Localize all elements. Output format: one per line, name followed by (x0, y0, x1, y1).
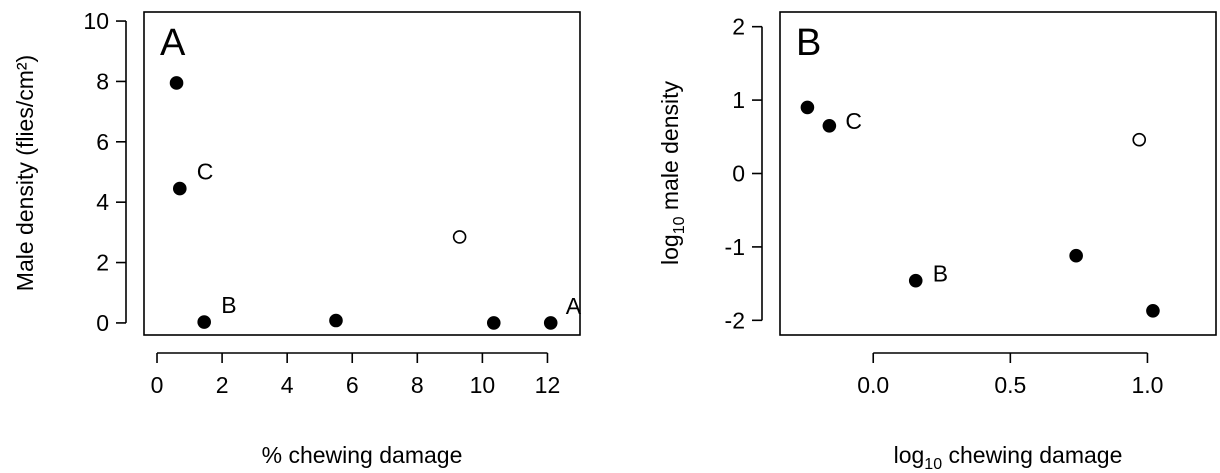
panel-b-y-tick-label: 0 (732, 161, 745, 187)
panel-b-x-tick-label: 0.5 (994, 372, 1026, 398)
panel-a-y-tick-label: 2 (96, 250, 109, 276)
panel-a-point-label: B (221, 292, 236, 318)
panel-a-point-filled (197, 315, 211, 329)
panel-a-point-filled (169, 76, 184, 90)
panel-a-x-axis: 0 2 4 6 8 10 12 (151, 352, 561, 398)
panel-b-y-title-log: log (657, 234, 683, 265)
panel-a-y-axis: 0 2 4 6 8 10 (83, 8, 127, 336)
panel-b-point-label: B (933, 261, 948, 287)
panel-b-y-tick-label: 2 (732, 14, 745, 40)
panel-a-y-axis-title: Male density (flies/cm²) (12, 55, 38, 291)
panel-a-x-tick-label: 4 (281, 372, 294, 398)
panel-b-x-axis: 0.0 0.5 1.0 (857, 352, 1163, 398)
panel-b-point-filled (908, 273, 923, 288)
panel-a-point-filled (486, 316, 501, 330)
panel-b-y-title-sub: 10 (671, 216, 688, 234)
panel-a-frame (143, 11, 581, 336)
panel-a-letter: A (160, 22, 186, 64)
panel-b-points: CB (800, 100, 1160, 318)
panel-b-x-tick-label: 1.0 (1131, 372, 1163, 398)
panel-a-point-filled (329, 313, 343, 328)
panel-b-x-tick-label: 0.0 (857, 372, 889, 398)
panel-a-x-tick-label: 10 (470, 372, 496, 398)
panel-b-point-label: C (845, 108, 862, 134)
panel-b-point-filled (822, 118, 837, 133)
panel-a-x-tick-label: 6 (346, 372, 359, 398)
panel-b-frame (779, 11, 1217, 336)
panel-a-x-tick-label: 0 (151, 372, 164, 398)
panel-b-y-axis: -2 -1 0 1 2 (725, 14, 763, 333)
panel-a-y-tick-label: 10 (83, 8, 109, 34)
panel-a-point-filled (543, 316, 558, 330)
panel-b-letter: B (796, 22, 821, 64)
panel-b-point-filled (1146, 303, 1160, 318)
panel-b-x-title-log: log (894, 442, 925, 468)
panel-b-point-open (1132, 132, 1147, 147)
panel-b-y-tick-label: -2 (725, 307, 745, 333)
panel-b-point-filled (1069, 248, 1083, 263)
panel-a: A 0 2 4 6 8 10 12 0 2 4 6 8 10 C B A % chewing damage… (12, 8, 582, 468)
panel-a-y-tick-label: 8 (96, 68, 109, 94)
panel-a-points: C B A (169, 76, 582, 330)
panel-a-y-tick-label: 4 (96, 189, 109, 215)
panel-b-x-title-sub: 10 (924, 456, 942, 473)
panel-a-point-label: A (566, 293, 582, 319)
panel-b-y-tick-label: 1 (732, 87, 745, 113)
panel-a-x-tick-label: 12 (535, 372, 561, 398)
panel-b-x-axis-title: log10 chewing damage (894, 442, 1123, 473)
panel-a-x-tick-label: 8 (411, 372, 424, 398)
panel-b-point-filled (800, 100, 815, 115)
panel-a-point-filled (172, 181, 187, 196)
panel-b-y-title-rest: male density (657, 81, 683, 217)
panel-b-y-axis-title: log10 male density (657, 81, 688, 266)
panel-a-point-label: C (197, 159, 214, 185)
panel-a-point-open (452, 230, 467, 244)
panel-a-x-axis-title: % chewing damage (262, 442, 463, 468)
panel-b-x-title-rest: chewing damage (942, 442, 1122, 468)
panel-a-y-tick-label: 0 (96, 310, 109, 336)
panel-b-y-tick-label: -1 (725, 234, 745, 260)
panel-a-x-tick-label: 2 (216, 372, 229, 398)
panel-a-y-tick-label: 6 (96, 129, 109, 155)
